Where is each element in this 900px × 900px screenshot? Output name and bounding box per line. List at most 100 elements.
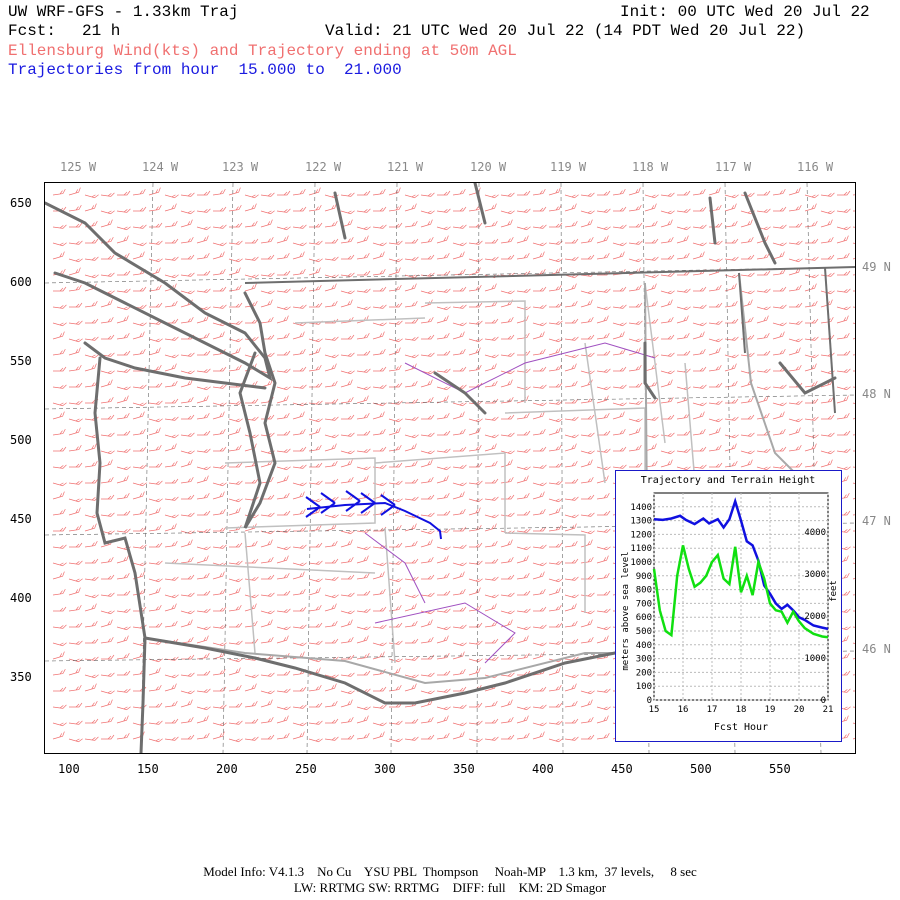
wind-barb	[724, 203, 737, 212]
wind-barb	[292, 429, 306, 436]
wind-barb	[501, 734, 515, 740]
wind-barb	[180, 690, 195, 695]
wind-barb	[276, 466, 291, 471]
wind-barb	[228, 640, 243, 645]
lake-roosevelt	[643, 341, 657, 400]
wind-barb	[164, 621, 178, 628]
wind-barb	[84, 736, 99, 741]
wind-barb	[532, 251, 545, 260]
wind-barb	[292, 704, 307, 709]
wind-barb	[260, 192, 275, 197]
wind-barb	[788, 285, 802, 292]
wind-barb	[484, 461, 498, 468]
wind-barb	[420, 690, 435, 695]
wind-barb	[628, 400, 643, 405]
wind-barb	[52, 571, 65, 580]
wind-barb	[596, 306, 611, 311]
wind-barb	[436, 466, 451, 471]
wind-barb	[612, 384, 627, 389]
wind-barb	[772, 251, 785, 260]
wind-barb	[260, 619, 273, 628]
wind-barb	[276, 688, 291, 693]
wind-barb	[244, 701, 258, 708]
wind-barb	[693, 286, 707, 292]
wind-barb	[84, 443, 97, 452]
trajectory-path	[305, 490, 442, 540]
wind-barb	[228, 738, 243, 743]
wind-barb	[420, 379, 433, 388]
wind-barb	[181, 254, 195, 260]
wind-barb	[692, 429, 706, 436]
wind-barb	[100, 477, 114, 484]
wind-barb	[324, 594, 339, 599]
wind-barb	[228, 338, 243, 343]
inset-title: Trajectory and Terrain Height	[641, 475, 816, 486]
wind-barb	[356, 706, 371, 711]
wind-barb	[517, 590, 531, 596]
wind-barb	[52, 669, 66, 676]
wind-barb	[340, 637, 354, 644]
wind-barb	[580, 530, 595, 535]
wind-barb	[212, 189, 226, 196]
wind-barb	[724, 461, 738, 468]
wind-barb	[581, 494, 595, 500]
wind-barb	[821, 254, 835, 260]
wind-barb	[452, 464, 467, 469]
wind-barb	[676, 386, 691, 391]
wind-barb	[612, 304, 627, 309]
wind-barb	[516, 733, 530, 740]
wind-barb	[132, 411, 145, 420]
wind-barb	[340, 610, 355, 615]
wind-barb	[821, 414, 835, 420]
wind-barb	[644, 283, 657, 292]
wind-barb	[484, 363, 497, 372]
wind-barb	[388, 400, 403, 405]
wind-barb	[612, 224, 627, 229]
wind-barb	[549, 702, 563, 708]
wind-barb	[292, 464, 307, 469]
wind-barb	[196, 626, 211, 631]
wind-barb	[804, 336, 819, 341]
wind-barb	[420, 450, 435, 455]
wind-barb	[148, 587, 161, 596]
inset-chart[interactable]: Trajectory and Terrain Height meters abo…	[615, 470, 842, 742]
wind-barb	[276, 226, 291, 231]
wind-barb	[84, 354, 99, 359]
wind-barb	[388, 738, 403, 743]
wind-barb	[164, 434, 179, 439]
wind-barb	[468, 267, 481, 276]
longitude-label: 121 W	[387, 160, 424, 174]
wind-barb	[661, 254, 675, 260]
wind-barb	[196, 528, 211, 533]
wind-barb	[516, 368, 531, 373]
wind-barb	[484, 701, 498, 708]
wind-barb	[852, 544, 855, 549]
wind-barb	[325, 238, 339, 244]
wind-barb	[52, 384, 67, 389]
wind-barb	[500, 717, 514, 724]
wind-barb	[804, 416, 819, 421]
wind-barb	[693, 206, 707, 212]
wind-barb	[372, 589, 386, 596]
wind-barb	[324, 354, 339, 359]
wind-barb	[116, 226, 131, 231]
map-canvas[interactable]	[45, 183, 855, 753]
wind-barb	[292, 411, 305, 420]
wind-barb	[68, 507, 81, 516]
wind-barb	[340, 690, 355, 695]
wind-barb	[196, 395, 209, 404]
wind-barb	[260, 717, 274, 724]
wind-barb	[596, 315, 609, 324]
wind-barb	[196, 653, 210, 660]
wind-barb	[788, 427, 801, 436]
wind-barb	[420, 477, 434, 484]
wind-barb	[548, 525, 562, 532]
wind-barb	[837, 190, 851, 196]
wind-barb	[388, 338, 403, 343]
wind-barb	[436, 715, 449, 724]
wind-barb	[404, 523, 417, 532]
wind-barb	[181, 494, 195, 500]
wind-barb	[404, 621, 418, 628]
wind-barb	[244, 576, 259, 581]
wind-barb	[212, 571, 225, 580]
